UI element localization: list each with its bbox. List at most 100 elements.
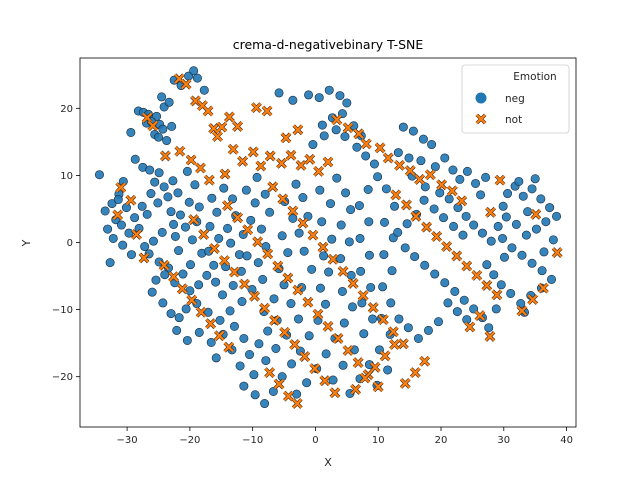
point-not-88 (424, 169, 436, 181)
point-not-40 (249, 290, 260, 302)
point-neg-182 (321, 349, 331, 359)
point-neg-130 (254, 339, 264, 349)
point-neg-193 (356, 266, 366, 276)
point-neg-270 (430, 269, 440, 279)
point-neg-292 (531, 224, 541, 234)
point-neg-297 (498, 233, 508, 243)
point-neg-219 (314, 93, 324, 103)
point-neg-293 (521, 230, 531, 240)
point-neg-3 (189, 66, 199, 76)
point-neg-90 (226, 238, 236, 248)
point-neg-121 (194, 327, 204, 337)
point-neg-281 (413, 333, 423, 343)
point-neg-179 (347, 302, 357, 312)
point-neg-249 (481, 172, 491, 182)
point-neg-215 (383, 365, 393, 375)
point-neg-72 (178, 269, 188, 279)
point-neg-196 (364, 217, 374, 227)
point-neg-191 (357, 298, 367, 308)
point-not-107 (195, 306, 207, 318)
point-neg-175 (344, 237, 354, 247)
point-not-39 (239, 278, 250, 290)
point-neg-205 (387, 266, 397, 276)
point-neg-118 (158, 298, 168, 308)
point-neg-256 (469, 220, 479, 230)
point-not-5 (208, 123, 220, 134)
point-neg-319 (530, 174, 540, 184)
point-not-55 (282, 272, 294, 284)
point-neg-187 (338, 360, 348, 370)
point-not-45 (299, 351, 311, 362)
point-not-48 (329, 387, 341, 399)
point-neg-185 (292, 389, 302, 399)
point-neg-315 (514, 176, 524, 186)
point-neg-53 (157, 227, 167, 237)
y-axis-label: Y (20, 239, 33, 247)
point-neg-78 (194, 280, 204, 290)
point-neg-258 (486, 236, 496, 246)
point-neg-262 (429, 204, 439, 214)
point-not-4 (202, 105, 214, 117)
point-neg-124 (229, 321, 239, 331)
point-not-51 (242, 224, 254, 236)
point-neg-104 (265, 207, 275, 217)
point-not-41 (259, 302, 270, 314)
point-neg-15 (164, 97, 174, 107)
point-not-123 (464, 321, 476, 333)
point-neg-222 (342, 98, 352, 108)
point-neg-239 (393, 148, 403, 158)
point-neg-21 (162, 136, 172, 146)
point-neg-141 (291, 179, 301, 189)
point-not-25 (247, 146, 259, 158)
point-neg-261 (439, 213, 449, 223)
point-neg-36 (130, 213, 140, 223)
point-neg-227 (340, 131, 350, 141)
point-not-95 (421, 221, 432, 233)
point-not-126 (516, 305, 528, 317)
point-not-33 (322, 156, 334, 168)
x-tick-label-30: 30 (497, 435, 510, 446)
point-neg-60 (180, 222, 190, 232)
point-not-58 (312, 308, 324, 320)
point-neg-149 (293, 314, 303, 324)
point-neg-49 (163, 192, 173, 202)
point-neg-168 (317, 217, 327, 227)
point-not-110 (223, 341, 235, 353)
point-not-12 (115, 182, 127, 193)
point-neg-54 (148, 236, 158, 246)
point-not-72 (337, 265, 349, 277)
legend-marker-not (475, 113, 487, 125)
y-tick-label--10: −10 (52, 305, 73, 316)
point-neg-45 (146, 189, 156, 199)
point-not-52 (252, 236, 264, 248)
point-neg-216 (274, 88, 284, 98)
point-neg-65 (182, 166, 192, 176)
y-tick-label-0: 0 (67, 238, 73, 249)
point-neg-283 (394, 314, 404, 324)
point-neg-44 (113, 195, 123, 205)
legend-title: Emotion (513, 71, 556, 83)
point-not-108 (205, 318, 216, 330)
point-neg-26 (100, 206, 110, 216)
point-neg-274 (469, 304, 479, 314)
point-not-19 (185, 154, 197, 166)
point-not-20 (195, 162, 206, 174)
point-not-43 (279, 326, 291, 338)
point-not-60 (332, 333, 344, 344)
point-neg-66 (190, 180, 200, 190)
point-neg-243 (440, 153, 450, 163)
point-not-11 (147, 120, 159, 132)
point-not-102 (491, 289, 503, 301)
point-not-67 (287, 205, 299, 217)
point-not-9 (212, 131, 223, 142)
point-neg-93 (211, 277, 221, 287)
point-neg-42 (118, 240, 128, 250)
point-neg-64 (168, 176, 178, 186)
point-neg-271 (440, 278, 450, 288)
point-neg-95 (228, 280, 238, 290)
point-neg-117 (166, 309, 176, 319)
point-neg-23 (130, 154, 140, 164)
point-neg-59 (170, 231, 180, 241)
point-neg-83 (205, 221, 215, 231)
